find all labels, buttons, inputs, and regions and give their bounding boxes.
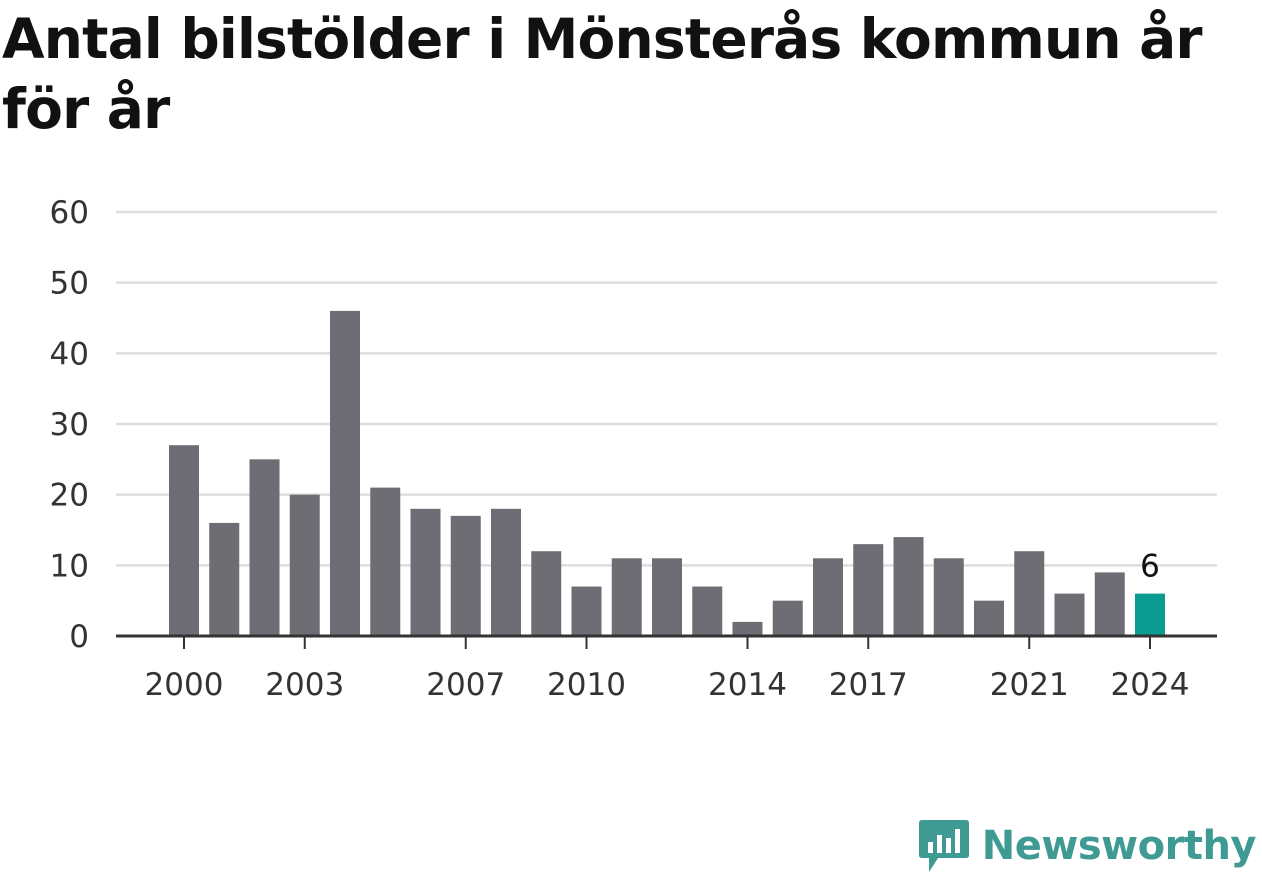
bar-value-label: 6 bbox=[1140, 549, 1160, 585]
x-axis-tick-labels: 2000 2003 2007 2010 2014 2017 2021 2024 bbox=[145, 667, 1190, 703]
y-tick-label: 10 bbox=[50, 548, 89, 584]
grid-lines bbox=[116, 210, 1217, 567]
x-axis bbox=[116, 634, 1217, 649]
x-tick-label: 2007 bbox=[426, 667, 505, 703]
x-tick-label: 2017 bbox=[829, 667, 908, 703]
bar bbox=[611, 558, 642, 636]
bar bbox=[491, 508, 521, 636]
bar bbox=[974, 600, 1004, 636]
bar bbox=[1014, 551, 1045, 636]
chart-title: Antal bilstölder i Mönsterås kommun år f… bbox=[2, 7, 1203, 141]
bar bbox=[1094, 572, 1125, 636]
bar bbox=[531, 551, 562, 636]
x-tick-label: 2014 bbox=[708, 667, 787, 703]
bar bbox=[571, 586, 602, 636]
bar bbox=[1054, 593, 1085, 636]
y-tick-label: 40 bbox=[50, 336, 89, 372]
y-tick-label: 50 bbox=[50, 266, 89, 302]
y-tick-label: 20 bbox=[50, 478, 89, 514]
bar bbox=[289, 494, 320, 636]
newsworthy-logo-icon bbox=[918, 820, 969, 872]
bar bbox=[249, 459, 280, 636]
bar bbox=[652, 558, 682, 636]
bars bbox=[169, 310, 1165, 636]
bar bbox=[410, 508, 441, 636]
bar bbox=[692, 586, 723, 636]
x-tick-label: 2010 bbox=[547, 667, 626, 703]
x-tick-label: 2021 bbox=[990, 667, 1069, 703]
bar bbox=[813, 558, 843, 636]
bar bbox=[450, 515, 481, 636]
brand-name: Newsworthy bbox=[981, 823, 1257, 869]
bar bbox=[933, 558, 964, 636]
y-tick-label: 0 bbox=[69, 619, 89, 655]
bar bbox=[1135, 593, 1165, 636]
x-tick-label: 2000 bbox=[145, 667, 224, 703]
bar bbox=[772, 600, 803, 636]
bar bbox=[853, 544, 884, 636]
y-tick-label: 60 bbox=[50, 195, 89, 231]
bar bbox=[209, 522, 240, 636]
bar bbox=[893, 537, 924, 636]
x-tick-label: 2024 bbox=[1111, 667, 1190, 703]
bar bbox=[330, 310, 360, 636]
bar bbox=[732, 621, 763, 636]
y-axis-tick-labels: 0 10 20 30 40 50 60 bbox=[50, 195, 89, 655]
bar bbox=[370, 487, 401, 636]
bar bbox=[169, 445, 199, 636]
bar-value-labels: 6 bbox=[1140, 549, 1160, 585]
y-tick-label: 30 bbox=[50, 407, 89, 443]
x-tick-label: 2003 bbox=[265, 667, 344, 703]
newsworthy-brand: Newsworthy bbox=[916, 817, 1257, 875]
